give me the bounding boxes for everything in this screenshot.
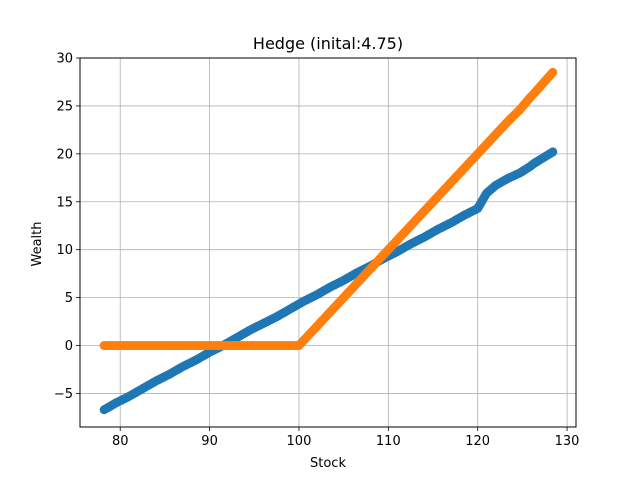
x-tick-label: 130 <box>555 434 580 449</box>
series-layer <box>99 67 558 415</box>
y-tick-label: −5 <box>54 387 73 402</box>
y-tick-label: 0 <box>65 339 73 354</box>
y-tick-label: 25 <box>56 99 73 114</box>
series-1 <box>99 67 558 351</box>
data-point <box>548 147 558 157</box>
ticks: 80 90 100 110 120 130 −5 0 5 10 15 20 25 30 <box>54 52 580 450</box>
plot-frame <box>79 57 577 428</box>
y-tick-label: 15 <box>56 195 73 210</box>
y-tick-label: 20 <box>56 147 73 162</box>
x-tick-label: 110 <box>376 434 401 449</box>
chart-title: Hedge (inital:4.75) <box>253 34 403 53</box>
y-tick-label: 10 <box>56 243 73 258</box>
y-axis-label: Wealth <box>30 221 45 266</box>
y-tick-label: 5 <box>65 291 73 306</box>
x-tick-label: 80 <box>112 434 129 449</box>
x-tick-label: 100 <box>287 434 312 449</box>
x-tick-label: 90 <box>201 434 218 449</box>
y-tick-label: 30 <box>56 52 73 67</box>
x-axis-label: Stock <box>310 456 346 471</box>
data-point <box>548 67 558 77</box>
x-tick-label: 120 <box>465 434 490 449</box>
